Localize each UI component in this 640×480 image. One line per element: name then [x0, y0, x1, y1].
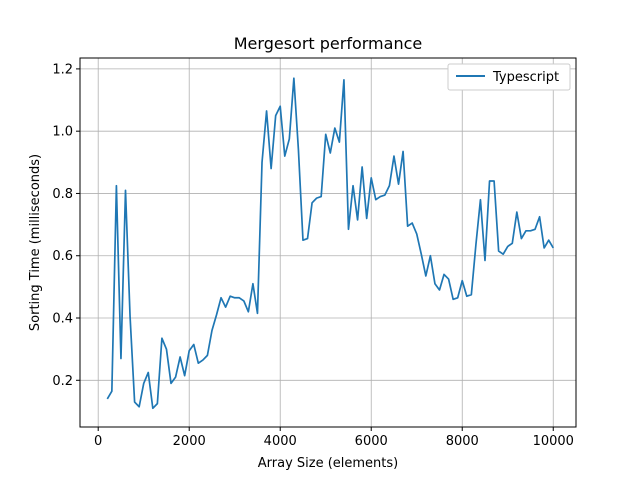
legend-box — [447, 63, 571, 91]
series-layer — [106, 77, 554, 410]
x-tick-label: 8000 — [446, 434, 479, 449]
x-tick-label: 2000 — [173, 434, 206, 449]
y-tick-label: 0.8 — [52, 187, 73, 202]
series-line-typescript — [106, 77, 554, 410]
plot-frame — [79, 57, 577, 428]
y-tick-label: 0.6 — [52, 249, 73, 264]
legend-label-typescript: Typescript — [492, 70, 559, 85]
x-tick-label: 10000 — [533, 434, 574, 449]
y-tick-label: 0.2 — [52, 374, 73, 389]
x-tick-label: 0 — [94, 434, 102, 449]
x-axis-label: Array Size (elements) — [258, 456, 399, 471]
legend: Typescript — [447, 63, 571, 91]
x-tick-label: 4000 — [264, 434, 297, 449]
grid — [80, 58, 576, 427]
x-tick-label: 6000 — [355, 434, 388, 449]
y-tick-label: 1.2 — [52, 62, 73, 77]
y-axis-label: Sorting Time (milliseconds) — [28, 154, 43, 331]
y-tick-label: 0.4 — [52, 312, 73, 327]
chart-title: Mergesort performance — [234, 34, 422, 53]
y-tick-label: 1.0 — [52, 125, 73, 140]
ticks: 0 2000 4000 6000 8000 10000 0.2 0.4 0.6 0.8 1.0 1.2 — [52, 62, 574, 449]
